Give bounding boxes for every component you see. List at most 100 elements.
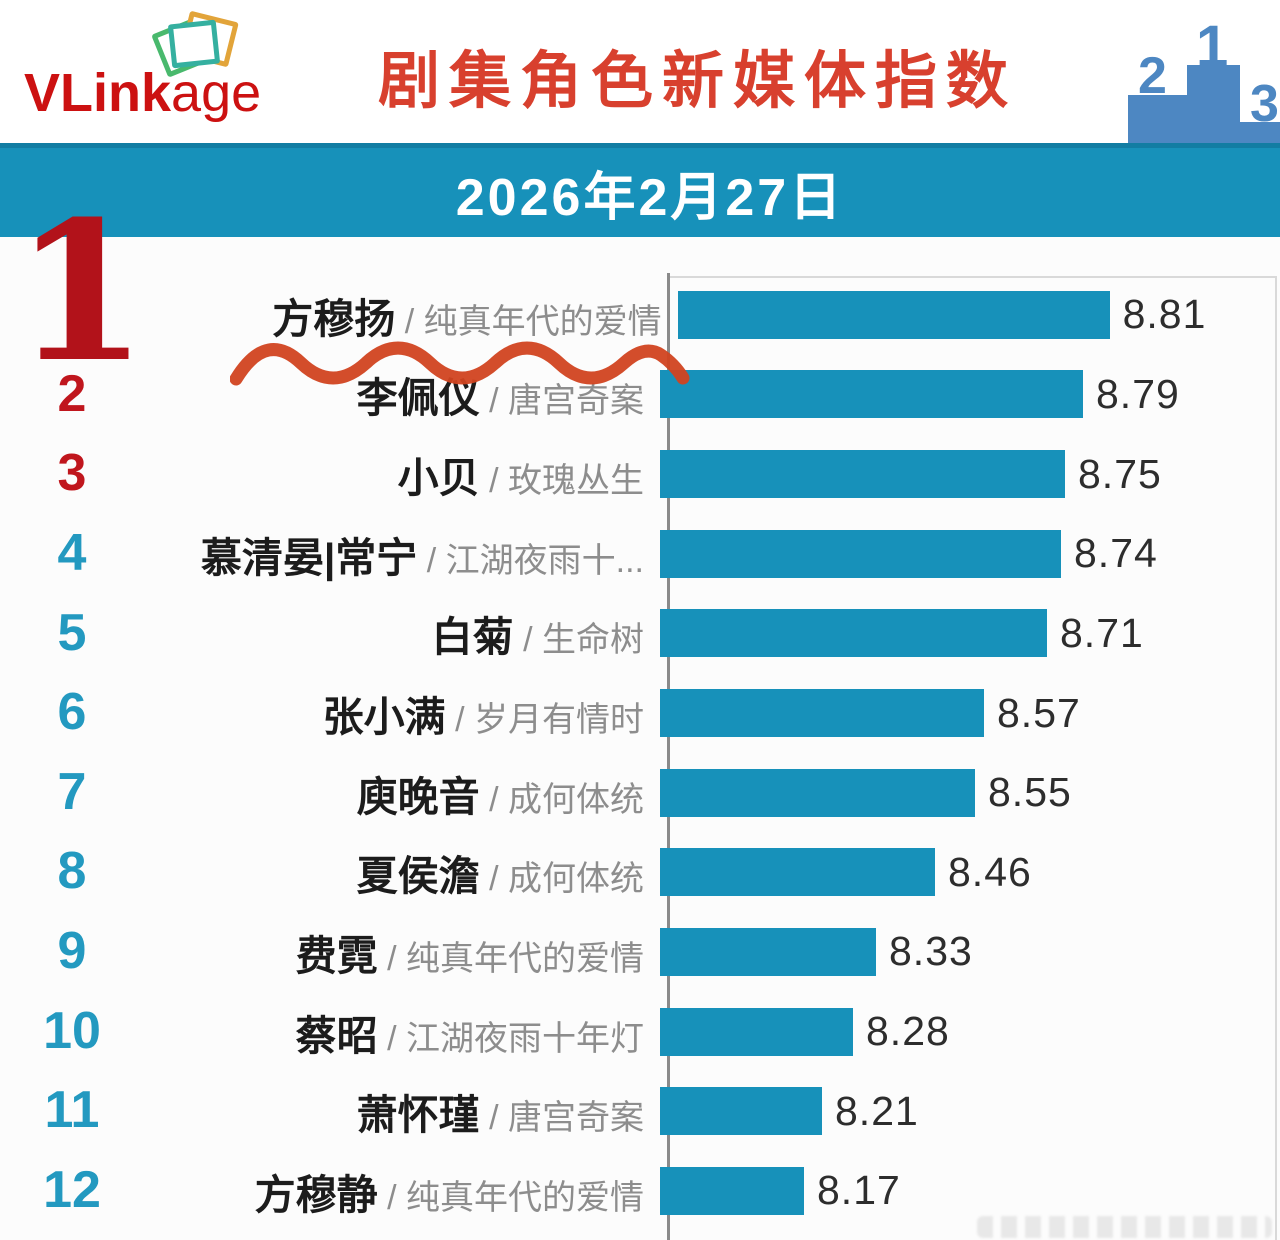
chart-row: 4 慕清晏|常宁 / 江湖夜雨十... 8.74 (0, 514, 1280, 594)
chart-row: 2 李佩仪 / 唐宫奇案 8.79 (0, 355, 1280, 435)
drama-title: 生命树 (542, 621, 644, 660)
logo-text: VLinkage (24, 66, 261, 120)
separator: / (479, 860, 508, 899)
drama-title: 岁月有情时 (474, 701, 644, 740)
index-bar (660, 768, 975, 817)
index-bar (660, 529, 1061, 578)
index-bar (660, 609, 1047, 658)
rank-number: 4 (57, 523, 87, 582)
separator: / (479, 382, 508, 421)
drama-title: 玫瑰丛生 (508, 462, 644, 501)
podium-block-third (1240, 122, 1280, 143)
row-label: 慕清晏|常宁 / 江湖夜雨十... (130, 524, 658, 584)
index-value: 8.79 (1096, 370, 1180, 417)
separator: / (479, 1099, 508, 1138)
podium-block-first (1187, 65, 1240, 143)
date-banner: 2026年2月27日 (0, 143, 1280, 237)
index-value: 8.81 (1122, 291, 1207, 338)
character-name: 小贝 (397, 455, 480, 502)
separator: / (377, 1019, 406, 1058)
drama-title: 纯真年代的爱情 (423, 302, 662, 341)
row-label: 夏侯澹 / 成何体统 (130, 842, 658, 902)
separator: / (479, 462, 508, 501)
rank-number: 3 (57, 444, 87, 503)
character-name: 夏侯澹 (356, 853, 480, 900)
drama-title: 唐宫奇案 (508, 382, 644, 421)
separator: / (445, 701, 474, 740)
index-bar (660, 689, 984, 738)
index-value: 8.21 (835, 1087, 919, 1134)
rank-number: 6 (57, 683, 87, 742)
character-name: 慕清晏|常宁 (200, 534, 418, 581)
bar-area: 8.46 (658, 832, 1280, 912)
podium-icon: 1 2 3 (1100, 0, 1280, 143)
character-name: 庾晚音 (356, 773, 480, 820)
rank-number: 5 (57, 603, 87, 662)
index-value: 8.55 (988, 769, 1072, 816)
index-value: 8.75 (1078, 450, 1162, 497)
row-label: 蔡昭 / 江湖夜雨十年灯 (130, 1002, 658, 1062)
row-label: 张小满 / 岁月有情时 (130, 683, 658, 743)
drama-title: 江湖夜雨十年灯 (406, 1019, 644, 1058)
bar-area: 8.17 (658, 1151, 1280, 1231)
chart-axis-line (667, 273, 670, 1240)
rank-number: 11 (44, 1081, 100, 1140)
logo-text-light: age (171, 63, 262, 123)
index-value: 8.74 (1074, 530, 1158, 577)
character-name: 白菊 (431, 614, 514, 661)
vlinkage-logo: VLinkage (22, 6, 322, 136)
index-bar (660, 927, 876, 976)
character-name: 蔡昭 (295, 1012, 378, 1059)
separator: / (417, 541, 446, 580)
row-label: 白菊 / 生命树 (130, 603, 658, 663)
ranking-chart: 1 方穆扬 / 纯真年代的爱情 8.81 2 李佩仪 / 唐宫奇案 8.79 3… (0, 197, 1280, 1240)
bar-area: 8.55 (658, 753, 1280, 833)
index-bar (660, 1166, 804, 1215)
row-label: 庾晚音 / 成何体统 (130, 763, 658, 823)
character-name: 费霓 (295, 932, 378, 979)
index-value: 8.17 (817, 1167, 901, 1214)
chart-row: 6 张小满 / 岁月有情时 8.57 (0, 673, 1280, 753)
drama-title: 纯真年代的爱情 (406, 1178, 644, 1217)
row-label: 萧怀瑾 / 唐宫奇案 (130, 1081, 658, 1141)
separator: / (377, 939, 406, 978)
row-label: 方穆扬 / 纯真年代的爱情 (148, 285, 676, 345)
plot-right-border (1275, 276, 1277, 1240)
drama-title: 唐宫奇案 (508, 1099, 644, 1138)
podium-block-second (1128, 95, 1187, 143)
date-text: 2026年2月27日 (455, 169, 845, 227)
podium-second-label: 2 (1138, 47, 1167, 105)
character-name: 方穆扬 (272, 295, 396, 342)
rank-number: 10 (43, 1001, 101, 1060)
row-label: 小贝 / 玫瑰丛生 (130, 444, 658, 504)
index-value: 8.71 (1060, 609, 1144, 656)
row-label: 方穆静 / 纯真年代的爱情 (130, 1161, 658, 1221)
bar-area: 8.57 (658, 673, 1280, 753)
separator: / (377, 1178, 406, 1217)
row-label: 李佩仪 / 唐宫奇案 (130, 364, 658, 424)
bar-area: 8.81 (676, 275, 1280, 355)
index-bar (660, 450, 1065, 499)
drama-title: 成何体统 (508, 860, 644, 899)
chart-row: 9 费霓 / 纯真年代的爱情 8.33 (0, 912, 1280, 992)
index-value: 8.28 (866, 1008, 950, 1055)
separator: / (479, 780, 508, 819)
bar-area: 8.33 (658, 912, 1280, 992)
drama-title: 成何体统 (508, 780, 644, 819)
character-name: 李佩仪 (356, 375, 480, 422)
rank-number: 7 (57, 762, 87, 821)
chart-row: 1 方穆扬 / 纯真年代的爱情 8.81 (0, 197, 1280, 388)
bar-area: 8.28 (658, 992, 1280, 1072)
drama-title: 纯真年代的爱情 (406, 939, 644, 978)
rank-number: 1 (14, 180, 148, 405)
bar-area: 8.71 (658, 594, 1280, 674)
bar-area: 8.79 (658, 355, 1280, 435)
index-value: 8.33 (889, 928, 973, 975)
rank-number: 8 (57, 842, 87, 901)
rank-number: 9 (57, 922, 87, 981)
logo-text-bold: VLink (24, 63, 172, 123)
plot-top-border (668, 276, 1276, 278)
character-name: 萧怀瑾 (356, 1092, 480, 1139)
chart-row: 10 蔡昭 / 江湖夜雨十年灯 8.28 (0, 992, 1280, 1072)
